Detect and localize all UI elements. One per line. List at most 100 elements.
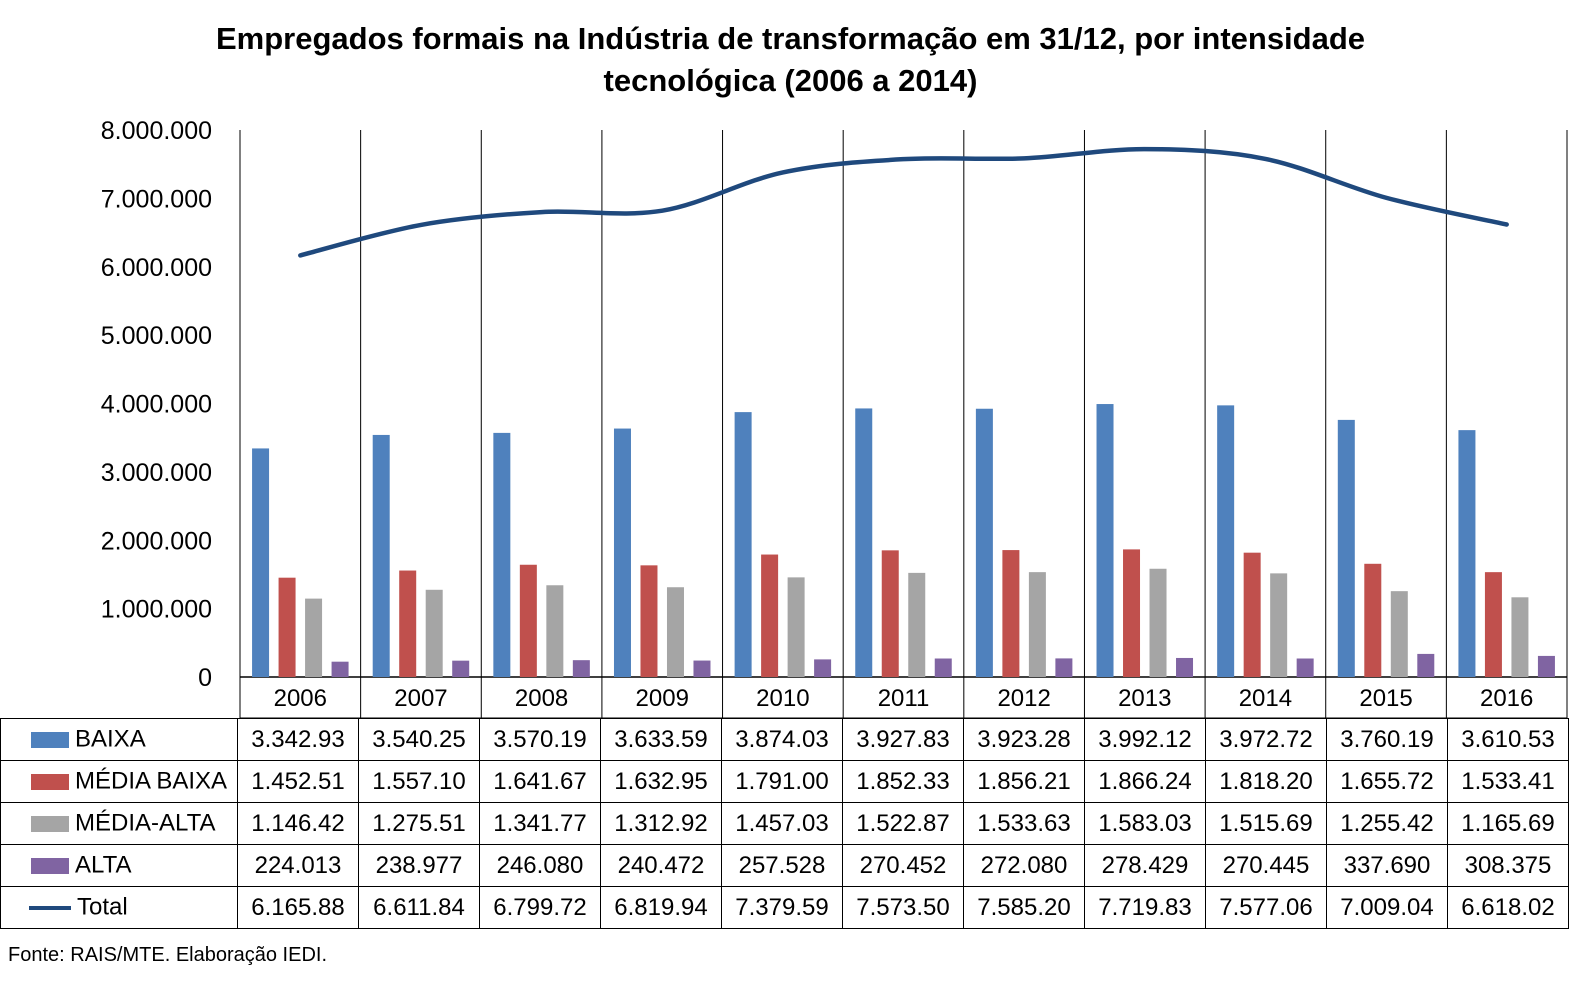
data-label: 3.540.25 [358, 718, 480, 761]
legend-cell: BAIXA [0, 718, 238, 761]
data-label: 3.992.12 [1084, 718, 1206, 761]
data-label: 3.927.83 [842, 718, 964, 761]
data-label: 1.791.00 [721, 760, 843, 803]
data-label: 6.165.88 [237, 886, 359, 929]
data-label: 7.379.59 [721, 886, 843, 929]
bar [425, 589, 443, 677]
bar [613, 428, 631, 677]
data-label: 1.557.10 [358, 760, 480, 803]
bar [305, 598, 323, 677]
legend-key [31, 857, 69, 874]
bar [640, 565, 658, 677]
bar [1270, 573, 1288, 677]
x-tick-label: 2012 [997, 685, 1050, 712]
data-label: 6.611.84 [358, 886, 480, 929]
data-label: 3.874.03 [721, 718, 843, 761]
bar [1537, 655, 1555, 677]
table-row: MÉDIA-ALTA 1.146.42 1.275.51 1.341.77 1.312.… [0, 802, 1569, 845]
data-label: 3.923.28 [963, 718, 1085, 761]
y-tick-label: 6.000.000 [101, 254, 212, 282]
bar [1176, 657, 1194, 677]
data-label: 1.275.51 [358, 802, 480, 845]
bar [519, 564, 537, 677]
data-label: 6.799.72 [479, 886, 601, 929]
data-label: 7.009.04 [1326, 886, 1448, 929]
bar [761, 554, 779, 677]
data-label: 3.342.93 [237, 718, 359, 761]
data-label: 3.760.19 [1326, 718, 1448, 761]
bar [814, 659, 832, 677]
bar [1511, 597, 1529, 677]
legend-label: Total [77, 893, 128, 921]
data-label: 1.655.72 [1326, 760, 1448, 803]
bar [1055, 658, 1073, 677]
data-label: 1.146.42 [237, 802, 359, 845]
bar [1484, 572, 1502, 677]
data-label: 1.818.20 [1205, 760, 1327, 803]
data-label: 3.570.19 [479, 718, 601, 761]
data-label: 240.472 [600, 844, 722, 887]
data-label: 1.641.67 [479, 760, 601, 803]
y-tick-label: 4.000.000 [101, 391, 212, 419]
data-label: 272.080 [963, 844, 1085, 887]
bar [399, 570, 417, 677]
bar [1296, 658, 1314, 677]
bar [572, 660, 590, 677]
legend-cell: MÉDIA BAIXA [0, 760, 238, 803]
data-label: 1.341.77 [479, 802, 601, 845]
bar [1458, 430, 1476, 677]
data-label: 7.577.06 [1205, 886, 1327, 929]
bar [278, 577, 296, 677]
bar [1096, 404, 1114, 677]
y-tick-label: 8.000.000 [101, 117, 212, 145]
data-label: 1.457.03 [721, 802, 843, 845]
legend-label: MÉDIA BAIXA [75, 767, 228, 795]
bar [881, 550, 899, 677]
bar [908, 572, 926, 677]
data-label: 1.312.92 [600, 802, 722, 845]
bar [666, 587, 684, 677]
legend-key [31, 773, 69, 790]
bar [1149, 568, 1167, 677]
bar [452, 660, 470, 677]
data-label: 7.573.50 [842, 886, 964, 929]
bar [546, 585, 564, 677]
legend-cell: Total [0, 886, 238, 929]
x-tick-label: 2015 [1359, 685, 1412, 712]
data-label: 1.533.63 [963, 802, 1085, 845]
bar [372, 434, 390, 677]
legend-key [31, 815, 69, 832]
table-row: Total 6.165.88 6.611.84 6.799.72 6.819.94 7.3… [0, 886, 1569, 929]
bar [693, 660, 711, 677]
table-row: BAIXA 3.342.93 3.540.25 3.570.19 3.633.59 3.8… [0, 718, 1569, 761]
data-label: 6.618.02 [1447, 886, 1569, 929]
y-tick-label: 0 [198, 664, 212, 692]
legend-label: MÉDIA-ALTA [75, 809, 216, 837]
data-label: 337.690 [1326, 844, 1448, 887]
source-note: Fonte: RAIS/MTE. Elaboração IEDI. [8, 944, 328, 966]
data-label: 3.972.72 [1205, 718, 1327, 761]
legend-label: BAIXA [75, 725, 146, 753]
table-row: ALTA 224.013 238.977 246.080 240.472 257.528 2… [0, 844, 1569, 887]
x-tick-label: 2007 [394, 685, 447, 712]
x-tick-label: 2008 [515, 685, 568, 712]
y-tick-label: 5.000.000 [101, 322, 212, 350]
x-tick-label: 2011 [878, 685, 930, 712]
legend-label: ALTA [75, 851, 132, 879]
legend-key [29, 905, 71, 910]
data-label: 7.585.20 [963, 886, 1085, 929]
data-label: 1.452.51 [237, 760, 359, 803]
data-label: 1.255.42 [1326, 802, 1448, 845]
bar [1364, 563, 1382, 677]
y-tick-label: 2.000.000 [101, 527, 212, 555]
chart-title: Empregados formais na Indústria de trans… [0, 18, 1581, 102]
data-label: 308.375 [1447, 844, 1569, 887]
y-tick-label: 3.000.000 [101, 459, 212, 487]
bar [1390, 591, 1408, 677]
bar [331, 661, 349, 677]
bar [734, 412, 752, 677]
bar [1123, 549, 1141, 677]
data-label: 270.445 [1205, 844, 1327, 887]
data-label: 1.533.41 [1447, 760, 1569, 803]
